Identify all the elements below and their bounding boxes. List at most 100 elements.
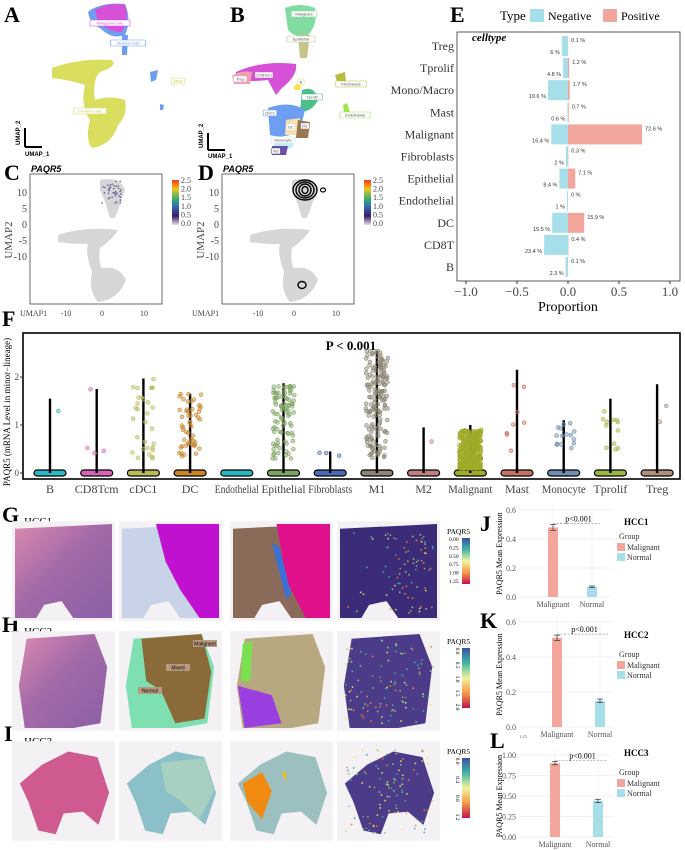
y-axis-label: PAQR5 Mean Expression <box>495 755 504 837</box>
x-axis-label: Proportion <box>538 300 598 315</box>
data-point <box>135 455 141 460</box>
expression-spot <box>356 773 359 775</box>
data-point <box>290 438 296 444</box>
expression-spot <box>430 800 433 802</box>
expression-spot <box>420 549 422 551</box>
data-point <box>196 409 202 414</box>
expression-spot <box>379 706 381 708</box>
umap-a-x-axis-label: UMAP_1 <box>25 152 50 158</box>
expression-spot <box>356 695 358 698</box>
data-point <box>604 445 609 451</box>
legend-swatch <box>617 671 625 679</box>
bar-negative <box>565 146 568 167</box>
panel-label-c: C <box>4 160 20 185</box>
expression-spot <box>410 647 413 650</box>
cluster-fibroblasts <box>335 72 346 82</box>
data-point <box>274 395 279 401</box>
x-tick-label: Normal <box>588 730 613 739</box>
x-tick-label: −1.0 <box>454 284 478 299</box>
umap-b-cluster-label: Fibroblasts <box>341 82 361 87</box>
chart-title: P < 0.001 <box>326 338 376 353</box>
legend-label: Malignant <box>627 661 661 670</box>
expression-spot <box>405 585 408 588</box>
x-tick-label: 0.0 <box>560 284 576 299</box>
expression-spot <box>405 551 407 553</box>
data-point <box>189 424 194 429</box>
data-point <box>560 433 565 439</box>
data-point <box>385 417 390 423</box>
expression-spot <box>369 702 372 704</box>
region-label: Mixed <box>171 666 185 672</box>
data-point <box>282 420 288 426</box>
expression-spot <box>403 681 406 684</box>
expression-spot <box>395 807 398 810</box>
y-tick-label: 0.0 <box>506 593 516 602</box>
data-point <box>372 392 378 397</box>
data-point <box>378 373 383 378</box>
bar-negative <box>559 168 568 189</box>
expression-spot <box>349 657 351 660</box>
expression-spot <box>395 538 397 540</box>
y-tick-label: 2 <box>15 372 20 382</box>
umap-a-y-axis-label: UMAP_2 <box>16 120 22 145</box>
paqr5-expression-map <box>337 741 440 841</box>
data-point <box>464 460 469 465</box>
expression-spot <box>414 824 417 827</box>
y-tick-label: 0 <box>15 468 20 478</box>
expression-spot <box>351 670 354 672</box>
expression-spot <box>362 815 365 818</box>
expression-spot <box>412 535 414 538</box>
expression-spot <box>391 709 393 712</box>
data-point <box>572 429 577 434</box>
colorbar-title: PAQR5 <box>447 637 470 646</box>
expression-spot <box>429 567 432 570</box>
data-point <box>143 419 148 425</box>
data-point <box>277 429 283 435</box>
legend-swatch <box>617 661 625 669</box>
expression-spot <box>401 674 404 677</box>
data-point <box>366 427 372 432</box>
data-point <box>150 405 155 410</box>
data-point <box>363 370 369 376</box>
expression-spot <box>418 607 421 610</box>
data-point <box>382 403 388 408</box>
expression-dot <box>119 201 122 204</box>
celltype-map <box>230 521 333 621</box>
expression-spot <box>371 675 374 677</box>
data-point <box>186 391 191 397</box>
expression-dot <box>103 192 106 194</box>
expression-dot <box>114 202 117 204</box>
bar-negative <box>561 36 568 56</box>
expression-spot <box>414 661 416 664</box>
umap-b-label-box <box>286 35 316 43</box>
data-point <box>364 382 370 388</box>
region-label-box <box>166 664 190 671</box>
expression-spot <box>408 779 410 781</box>
expression-spot <box>386 764 388 767</box>
expression-spot <box>349 779 352 781</box>
data-point <box>291 384 297 389</box>
category-label: Tprolif <box>420 61 454 75</box>
plot-frame <box>22 332 681 480</box>
expression-dot <box>113 192 116 194</box>
data-point <box>180 427 185 432</box>
data-point <box>472 461 478 467</box>
y-tick-label: 0.2 <box>506 688 516 697</box>
x-tick-label: Malignant <box>541 730 575 739</box>
colorbar-tick: 0.75 <box>449 562 459 568</box>
expression-spot <box>418 671 421 674</box>
data-point <box>375 430 380 435</box>
data-point <box>561 422 566 427</box>
expression-spot <box>359 665 362 667</box>
expression-spot <box>385 687 387 690</box>
paqr5-expression-map <box>337 631 440 731</box>
colorbar-tick: 1.2 <box>454 814 460 821</box>
data-point <box>475 433 480 439</box>
umap-b-label-box <box>232 75 248 83</box>
bar-label-negative: 8.4 % <box>543 183 557 189</box>
data-point <box>611 417 616 422</box>
umap-b-label-box <box>254 71 274 79</box>
panel-label-a: A <box>4 2 20 27</box>
